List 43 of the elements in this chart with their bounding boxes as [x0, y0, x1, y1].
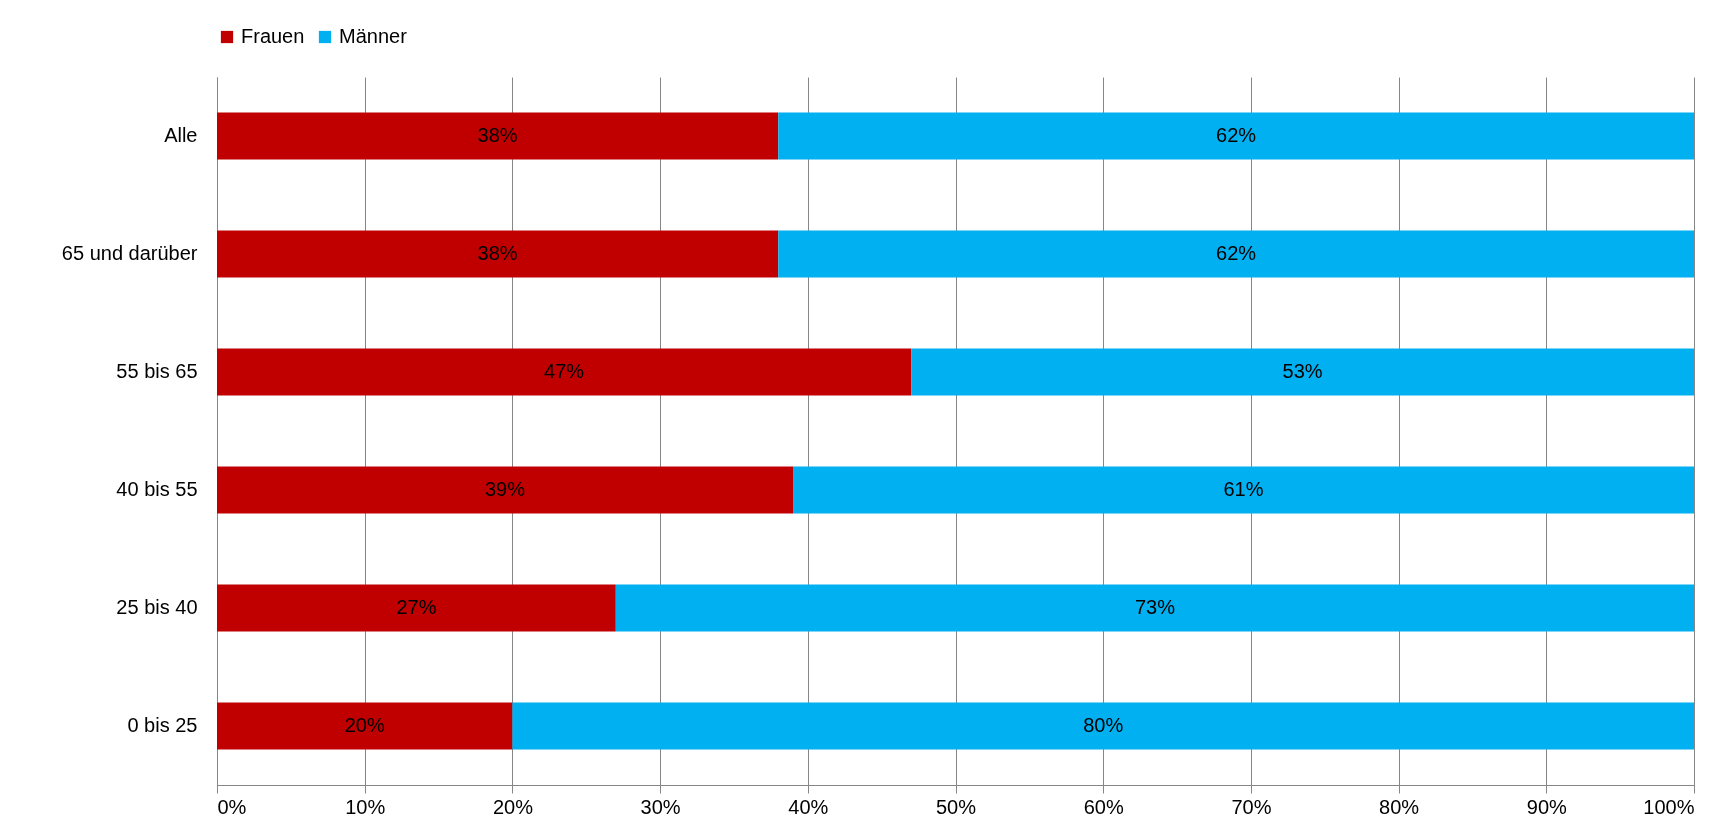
x-tick-label: 20% [492, 795, 534, 818]
y-tick-label: 65 und darüber [61, 242, 198, 264]
bar [793, 466, 1694, 514]
bar [911, 348, 1694, 396]
bar [778, 230, 1694, 278]
data-label: 62% [1216, 124, 1257, 146]
bar [217, 112, 779, 160]
y-tick-label: Alle [164, 124, 198, 146]
y-tick-label: 55 bis 65 [116, 360, 198, 382]
x-tick-label: 80% [1379, 795, 1420, 818]
y-tick-label: 40 bis 55 [116, 478, 198, 500]
bar [512, 702, 1694, 750]
bar [217, 348, 912, 396]
data-label: 61% [1223, 478, 1264, 500]
x-tick-label: 0% [217, 795, 247, 818]
data-label: 27% [396, 596, 437, 618]
x-tick-label: 60% [1083, 795, 1124, 818]
data-label: 38% [477, 124, 518, 146]
data-label: 62% [1216, 242, 1257, 264]
x-tick-label: 50% [935, 795, 977, 818]
y-tick-label: 25 bis 40 [116, 596, 198, 618]
bar [217, 466, 794, 514]
data-label: 47% [544, 360, 585, 382]
legend-label: Männer [339, 25, 408, 47]
data-label: 20% [344, 714, 385, 736]
data-label: 38% [477, 242, 518, 264]
bar [615, 584, 1694, 632]
x-tick-label: 100% [1643, 795, 1695, 818]
x-tick-label: 90% [1526, 795, 1568, 818]
x-tick-label: 40% [788, 795, 829, 818]
data-label: 39% [485, 478, 526, 500]
data-label: 53% [1282, 360, 1323, 382]
y-tick-label: 0 bis 25 [127, 714, 198, 736]
bar [217, 584, 616, 632]
data-label: 73% [1134, 596, 1176, 618]
x-tick-label: 30% [640, 795, 681, 818]
data-label: 80% [1083, 714, 1124, 736]
legend-label: Frauen [241, 25, 305, 47]
x-tick-label: 10% [345, 795, 386, 818]
bar [778, 112, 1694, 160]
bar [217, 702, 513, 750]
x-tick-label: 70% [1231, 795, 1272, 818]
bar [217, 230, 779, 278]
